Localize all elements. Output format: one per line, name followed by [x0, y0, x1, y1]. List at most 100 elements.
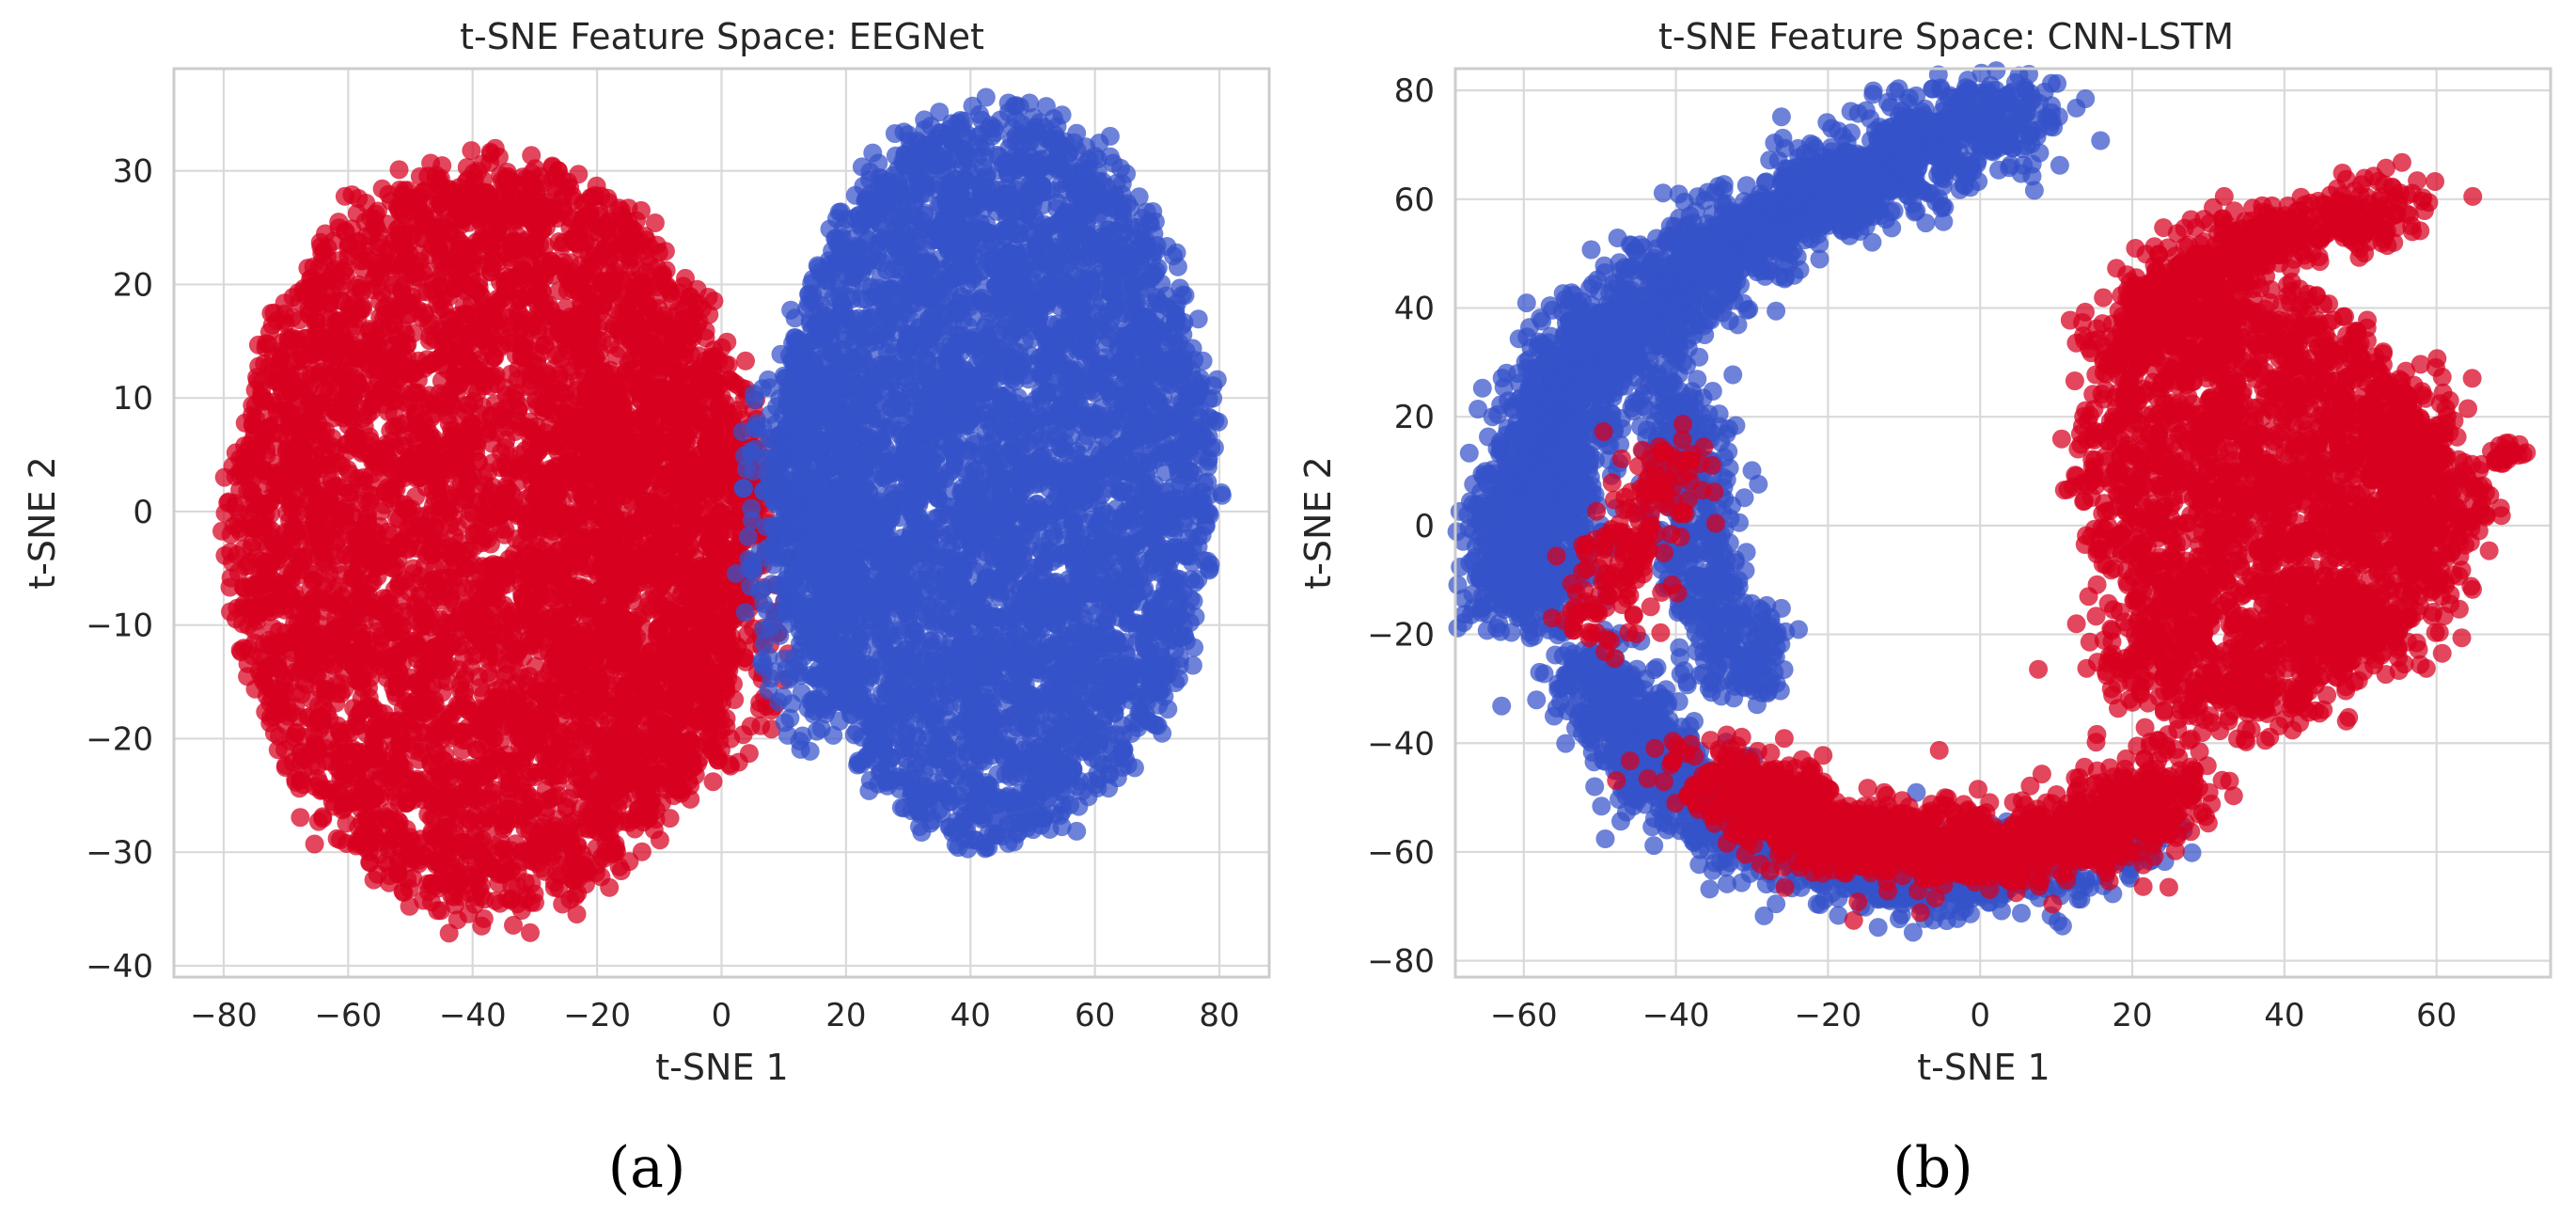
- scatter-point: [562, 842, 582, 861]
- scatter-point: [575, 337, 595, 356]
- scatter-point: [473, 327, 493, 347]
- scatter-point: [293, 551, 313, 571]
- scatter-point: [462, 141, 481, 161]
- scatter-point: [540, 417, 559, 436]
- scatter-point: [446, 315, 465, 335]
- scatter-point: [544, 873, 564, 892]
- scatter-point: [520, 254, 540, 274]
- scatter-point: [456, 541, 476, 560]
- scatter-point: [286, 452, 305, 472]
- scatter-point: [445, 726, 464, 746]
- scatter-point: [268, 740, 288, 760]
- scatter-point: [668, 301, 687, 321]
- scatter-point: [398, 838, 417, 858]
- scatter-point: [622, 219, 642, 239]
- scatter-points-a: [212, 87, 1232, 943]
- scatter-point: [448, 910, 467, 930]
- scatter-point: [380, 866, 400, 886]
- scatter-point: [305, 834, 324, 854]
- scatter-point: [589, 788, 609, 808]
- scatter-point: [357, 226, 377, 245]
- scatter-point: [504, 915, 523, 935]
- scatter-point: [344, 566, 364, 586]
- scatter-point: [385, 821, 404, 841]
- scatter-point: [567, 747, 587, 766]
- scatter-point: [632, 842, 652, 861]
- scatter-point: [506, 551, 526, 571]
- scatter-point: [353, 409, 373, 429]
- scatter-point: [250, 576, 270, 595]
- scatter-point: [609, 319, 628, 339]
- scatter-point: [330, 830, 350, 850]
- scatter-point: [256, 659, 275, 679]
- scatter-point: [501, 890, 521, 909]
- scatter-point: [306, 446, 325, 465]
- scatter-point: [394, 883, 414, 902]
- scatter-point: [430, 195, 449, 214]
- scatter-point: [424, 828, 444, 847]
- panel-a: t-SNE Feature Space: EEGNet −80 −60 −40 −20…: [22, 16, 1271, 1201]
- scatter-point: [340, 723, 360, 742]
- scatter-point: [498, 715, 517, 734]
- scatter-point: [585, 256, 605, 276]
- scatter-point: [600, 877, 620, 897]
- scatter-point: [594, 240, 614, 260]
- scatter-point: [472, 287, 492, 306]
- scatter-point: [633, 807, 652, 827]
- scatter-point: [349, 189, 369, 208]
- scatter-point: [521, 923, 540, 942]
- scatter-point: [388, 645, 408, 665]
- scatter-point: [503, 627, 523, 647]
- scatter-point: [301, 475, 321, 495]
- scatter-point: [523, 632, 542, 652]
- scatter-point: [313, 807, 333, 827]
- scatter-point: [365, 522, 385, 542]
- scatter-point: [592, 332, 612, 352]
- scatter-point: [520, 412, 540, 432]
- scatter-point: [256, 702, 275, 721]
- scatter-point: [389, 160, 409, 180]
- scatter-point: [343, 388, 363, 408]
- scatter-point: [432, 568, 451, 588]
- scatter-point: [265, 634, 285, 654]
- scatter-point: [307, 364, 327, 384]
- scatter-point: [459, 511, 479, 530]
- scatter-point: [457, 239, 477, 259]
- scatter-point: [496, 477, 516, 497]
- scatter-point: [470, 678, 490, 698]
- scatter-point: [270, 584, 290, 604]
- scatter-point: [471, 887, 491, 907]
- scatter-point: [423, 544, 443, 564]
- scatter-point: [550, 365, 569, 385]
- scatter-point: [556, 298, 575, 318]
- scatter-point: [334, 662, 353, 682]
- scatter-point: [594, 848, 614, 868]
- scatter-point: [503, 454, 523, 474]
- scatter-point: [360, 696, 380, 716]
- scatter-point: [444, 210, 463, 229]
- scatter-point: [366, 787, 385, 807]
- scatter-point: [363, 573, 383, 592]
- scatter-point: [356, 246, 376, 266]
- scatter-point: [328, 596, 347, 616]
- scatter-point: [422, 756, 442, 776]
- scatter-point: [280, 364, 300, 384]
- scatter-point: [390, 728, 409, 748]
- scatter-point: [218, 493, 238, 513]
- scatter-point: [611, 200, 631, 220]
- scatter-point: [390, 760, 410, 780]
- scatter-point: [299, 391, 319, 411]
- scatter-point: [689, 294, 708, 314]
- scatter-point: [522, 146, 542, 166]
- scatter-point: [570, 232, 589, 252]
- scatter-point: [489, 187, 509, 207]
- scatter-point: [426, 220, 446, 240]
- scatter-point: [255, 494, 275, 513]
- scatter-point: [350, 587, 369, 607]
- scatter-point: [411, 722, 431, 742]
- scatter-point: [472, 916, 492, 936]
- scatter-point: [575, 857, 595, 876]
- scatter-point: [571, 798, 590, 818]
- scatter-point: [585, 820, 605, 840]
